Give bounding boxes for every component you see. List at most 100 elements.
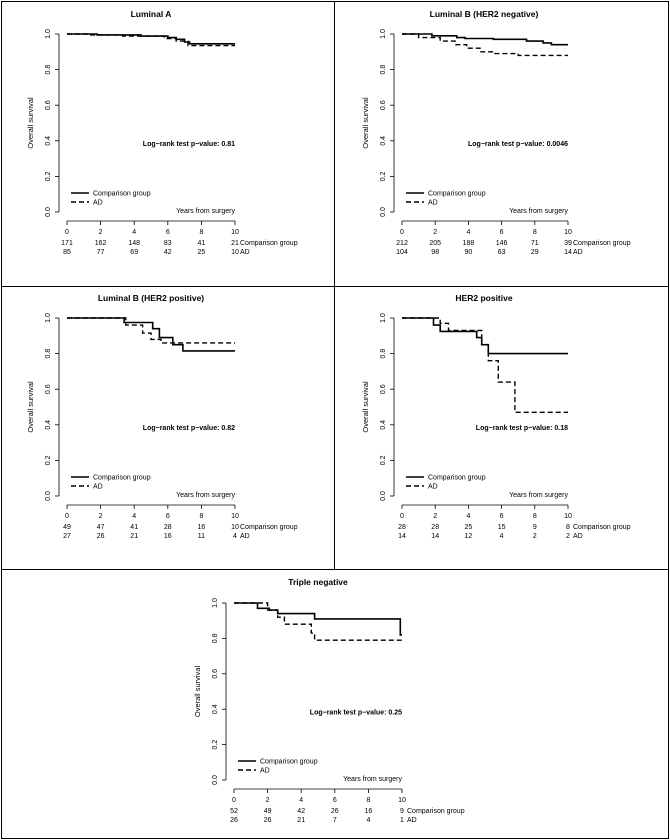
at-risk-value: 14: [431, 533, 439, 540]
panel-luminal-b-her2-neg: Luminal B (HER2 negative) 0.0 0.2 0.4 0.6 0.8…: [361, 9, 631, 256]
x-axis-label: Years from surgery: [176, 492, 235, 499]
legend: Comparison group AD: [238, 759, 318, 775]
at-risk-value: 21: [297, 817, 305, 824]
at-risk-value: 188: [463, 240, 475, 247]
y-tick-label: 0.2: [45, 171, 52, 181]
at-risk-value: 4: [233, 533, 237, 540]
at-risk-table: 49 47 41 28 16 10 Comparison group 27 26 21 16 11 4 A…: [63, 524, 298, 540]
at-risk-value: 26: [264, 817, 272, 824]
y-tick-label: 0.6: [380, 384, 387, 394]
x-tick-label: 8: [199, 229, 203, 236]
at-risk-value: 41: [130, 524, 138, 531]
at-risk-row-label: Comparison group: [407, 808, 465, 815]
x-axis: 0 2 4 6 8 10 Years from surgery: [400, 208, 572, 236]
at-risk-value: 26: [97, 533, 105, 540]
km-curve-ad: [402, 317, 568, 413]
at-risk-row-label: AD: [240, 249, 250, 256]
survival-curves: [402, 317, 568, 413]
y-tick-label: 0.4: [212, 704, 219, 714]
x-tick-label: 0: [65, 229, 69, 236]
logrank-annotation: Log−rank test p−value: 0.25: [310, 710, 402, 717]
x-tick-label: 6: [333, 797, 337, 804]
at-risk-value: 28: [164, 524, 172, 531]
chart-title: HER2 positive: [455, 293, 512, 303]
y-tick-label: 0.0: [212, 775, 219, 785]
legend-label-comparison-group: Comparison group: [93, 475, 151, 482]
at-risk-value: 52: [230, 808, 238, 815]
at-risk-value: 4: [500, 533, 504, 540]
y-tick-label: 0.4: [45, 136, 52, 146]
at-risk-value: 9: [533, 524, 537, 531]
x-tick-label: 0: [400, 513, 404, 520]
x-tick-label: 2: [433, 229, 437, 236]
at-risk-value: 69: [130, 249, 138, 256]
x-tick-label: 10: [231, 229, 239, 236]
legend-label-ad: AD: [428, 484, 438, 491]
at-risk-value: 25: [465, 524, 473, 531]
at-risk-row-label: Comparison group: [573, 240, 631, 247]
at-risk-value: 16: [198, 524, 206, 531]
at-risk-value: 98: [431, 249, 439, 256]
at-risk-value: 9: [400, 808, 404, 815]
y-tick-label: 0.0: [380, 207, 387, 217]
y-axis-label: Overall survival: [26, 97, 35, 149]
at-risk-value: 27: [63, 533, 71, 540]
at-risk-value: 104: [396, 249, 408, 256]
logrank-annotation: Log−rank test p−value: 0.0046: [468, 141, 568, 148]
x-axis: 0 2 4 6 8 10 Years from surgery: [400, 492, 572, 520]
x-tick-label: 4: [466, 229, 470, 236]
chart-title: Luminal B (HER2 negative): [430, 9, 539, 19]
at-risk-row-label: Comparison group: [240, 240, 298, 247]
at-risk-value: 12: [465, 533, 473, 540]
y-axis: 0.0 0.2 0.4 0.6 0.8 1.0 Overall survival: [26, 29, 60, 217]
y-tick-label: 1.0: [380, 29, 387, 39]
x-axis-label: Years from surgery: [176, 208, 235, 215]
y-tick-label: 0.0: [45, 207, 52, 217]
x-tick-label: 4: [132, 513, 136, 520]
x-axis: 0 2 4 6 8 10 Years from surgery: [65, 208, 239, 236]
x-axis-label: Years from surgery: [509, 208, 568, 215]
survival-curves: [234, 602, 402, 641]
y-tick-label: 1.0: [212, 598, 219, 608]
panel-luminal-a: Luminal A 0.0 0.2 0.4 0.6 0.8 1.0 Overall survi…: [26, 9, 298, 256]
y-axis-label: Overall survival: [361, 97, 370, 149]
y-tick-label: 0.6: [212, 669, 219, 679]
x-tick-label: 10: [231, 513, 239, 520]
at-risk-value: 16: [365, 808, 373, 815]
panel-luminal-b-her2-pos: Luminal B (HER2 positive) 0.0 0.2 0.4 0.6 0.8…: [26, 293, 298, 540]
panels: Luminal A 0.0 0.2 0.4 0.6 0.8 1.0 Overall survi…: [26, 9, 631, 824]
at-risk-value: 2: [533, 533, 537, 540]
at-risk-table: 212 205 188 146 71 39 Comparison group 104 98 90 6…: [396, 240, 631, 256]
at-risk-row-label: Comparison group: [573, 524, 631, 531]
x-axis-label: Years from surgery: [509, 492, 568, 499]
at-risk-value: 21: [231, 240, 239, 247]
survival-curves: [67, 33, 235, 47]
at-risk-value: 49: [63, 524, 71, 531]
legend-label-ad: AD: [428, 200, 438, 207]
y-tick-label: 0.8: [380, 65, 387, 75]
km-curve-ad: [402, 33, 568, 57]
at-risk-value: 71: [531, 240, 539, 247]
at-risk-row-label: Comparison group: [240, 524, 298, 531]
survival-curves: [67, 317, 235, 352]
km-curve-ad: [67, 33, 235, 47]
at-risk-value: 42: [297, 808, 305, 815]
y-tick-label: 0.8: [45, 349, 52, 359]
at-risk-value: 14: [398, 533, 406, 540]
x-tick-label: 10: [564, 513, 572, 520]
legend-label-comparison-group: Comparison group: [428, 475, 486, 482]
y-tick-label: 0.6: [380, 100, 387, 110]
at-risk-value: 148: [128, 240, 140, 247]
at-risk-value: 10: [231, 249, 239, 256]
x-axis: 0 2 4 6 8 10 Years from surgery: [65, 492, 239, 520]
legend-label-ad: AD: [260, 768, 270, 775]
at-risk-table: 52 49 42 26 16 9 Comparison group 26 26 21 7 4 1 AD: [230, 808, 465, 824]
at-risk-value: 212: [396, 240, 408, 247]
km-curve-comparison-group: [402, 33, 568, 46]
km-curve-comparison-group: [67, 317, 235, 352]
at-risk-value: 26: [331, 808, 339, 815]
at-risk-row-label: AD: [240, 533, 250, 540]
y-axis-label: Overall survival: [26, 381, 35, 433]
at-risk-value: 2: [566, 533, 570, 540]
